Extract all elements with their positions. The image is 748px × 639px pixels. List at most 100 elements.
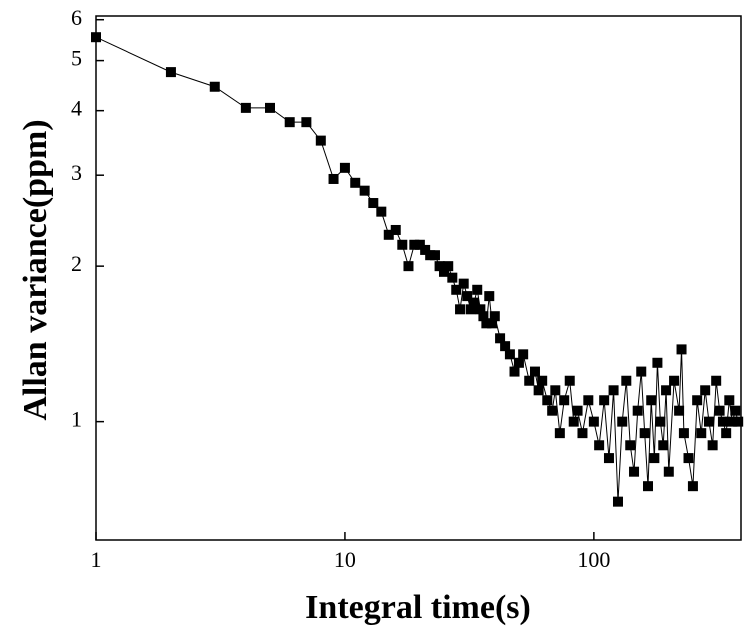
data-point bbox=[649, 453, 660, 464]
data-point bbox=[475, 304, 486, 315]
data-point bbox=[564, 375, 575, 386]
data-point bbox=[91, 32, 101, 43]
data-point bbox=[359, 185, 370, 196]
data-point bbox=[594, 440, 605, 451]
data-point bbox=[462, 291, 473, 302]
data-point bbox=[455, 304, 466, 315]
data-line bbox=[95, 36, 739, 502]
data-point bbox=[636, 366, 647, 377]
data-point bbox=[513, 357, 524, 368]
data-point bbox=[537, 375, 548, 386]
data-point bbox=[350, 177, 361, 188]
data-point bbox=[678, 428, 689, 439]
data-point bbox=[559, 395, 570, 406]
data-point bbox=[403, 261, 414, 272]
data-point bbox=[583, 395, 594, 406]
x-tick-label: 10 bbox=[334, 547, 356, 572]
data-point bbox=[599, 395, 610, 406]
data-point bbox=[529, 366, 540, 377]
data-point bbox=[687, 481, 698, 492]
data-point bbox=[588, 416, 599, 427]
data-point bbox=[390, 224, 401, 235]
data-point bbox=[663, 466, 674, 477]
data-point bbox=[368, 198, 379, 209]
x-axis-title: Integral time(s) bbox=[305, 589, 531, 626]
data-point bbox=[438, 266, 449, 277]
data-point bbox=[414, 239, 425, 250]
data-point bbox=[315, 135, 326, 146]
data-point bbox=[621, 375, 632, 386]
data-point bbox=[443, 261, 454, 272]
data-point bbox=[447, 272, 458, 283]
data-point bbox=[209, 81, 220, 92]
data-point bbox=[658, 440, 669, 451]
data-point bbox=[487, 318, 498, 329]
data-point bbox=[165, 67, 176, 78]
data-point bbox=[669, 375, 680, 386]
data-point bbox=[717, 416, 728, 427]
data-point bbox=[730, 405, 741, 416]
data-point bbox=[711, 375, 722, 386]
data-point bbox=[617, 416, 628, 427]
y-tick-label: 2 bbox=[71, 251, 82, 276]
data-point bbox=[339, 162, 350, 173]
data-point bbox=[397, 239, 408, 250]
data-point bbox=[465, 304, 476, 315]
data-point bbox=[572, 405, 583, 416]
data-point bbox=[509, 366, 520, 377]
data-point bbox=[639, 428, 650, 439]
data-point bbox=[495, 333, 506, 344]
data-point bbox=[683, 453, 694, 464]
data-point bbox=[703, 416, 714, 427]
data-point bbox=[420, 244, 431, 255]
data-point bbox=[632, 405, 643, 416]
data-point bbox=[469, 297, 480, 308]
data-point bbox=[643, 481, 654, 492]
data-point bbox=[554, 428, 565, 439]
x-tick-label: 1 bbox=[91, 547, 102, 572]
data-point bbox=[500, 341, 511, 352]
data-point bbox=[603, 453, 614, 464]
data-point bbox=[518, 349, 529, 360]
x-tick-label: 100 bbox=[577, 547, 610, 572]
data-point bbox=[700, 385, 711, 396]
data-point bbox=[301, 117, 312, 128]
data-point bbox=[264, 102, 275, 113]
data-point bbox=[472, 284, 483, 295]
data-point bbox=[284, 117, 295, 128]
data-point bbox=[577, 428, 588, 439]
data-point bbox=[383, 229, 394, 240]
data-point bbox=[458, 278, 469, 289]
data-point bbox=[629, 466, 640, 477]
data-point bbox=[676, 344, 687, 355]
data-point bbox=[652, 357, 663, 368]
data-point bbox=[478, 311, 489, 322]
data-point bbox=[451, 284, 462, 295]
data-point bbox=[661, 385, 672, 396]
data-point bbox=[489, 311, 500, 322]
data-point bbox=[542, 395, 553, 406]
data-point bbox=[646, 395, 657, 406]
data-point bbox=[692, 395, 703, 406]
data-point bbox=[524, 375, 535, 386]
data-point bbox=[707, 440, 718, 451]
y-tick-label: 3 bbox=[71, 160, 82, 185]
data-point bbox=[429, 250, 440, 261]
data-point bbox=[655, 416, 666, 427]
data-point bbox=[625, 440, 636, 451]
data-point bbox=[568, 416, 579, 427]
data-point bbox=[608, 385, 619, 396]
data-point bbox=[533, 385, 544, 396]
data-point bbox=[727, 416, 738, 427]
y-tick-label: 1 bbox=[71, 407, 82, 432]
y-tick-label: 5 bbox=[71, 46, 82, 71]
data-point bbox=[724, 395, 735, 406]
y-tick-label: 4 bbox=[71, 96, 82, 121]
data-point bbox=[714, 405, 725, 416]
data-point bbox=[409, 239, 420, 250]
data-point bbox=[612, 496, 623, 507]
data-point bbox=[328, 173, 339, 184]
y-axis-title: Allan variance(ppm) bbox=[17, 119, 54, 420]
plot-frame bbox=[95, 15, 742, 541]
